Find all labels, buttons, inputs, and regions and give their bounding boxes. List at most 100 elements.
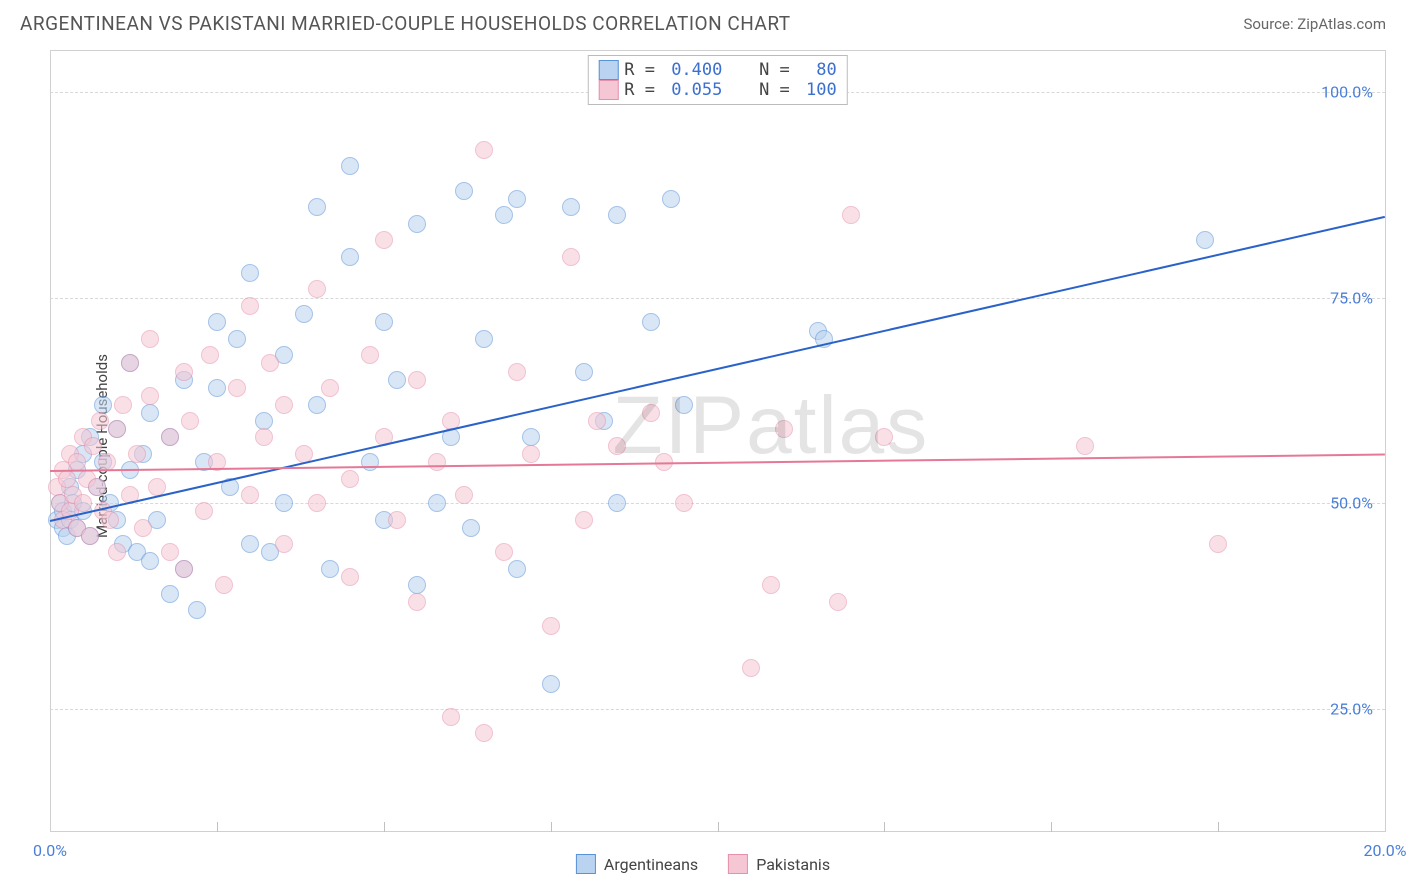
data-point (228, 330, 246, 348)
data-point (1209, 535, 1227, 553)
data-point (408, 371, 426, 389)
data-point (88, 478, 106, 496)
y-tick-label: 75.0% (1330, 288, 1373, 307)
legend-label: Pakistanis (756, 855, 830, 874)
data-point (308, 198, 326, 216)
y-tick-label: 100.0% (1321, 83, 1373, 102)
data-point (141, 552, 159, 570)
chart-source: Source: ZipAtlas.com (1243, 15, 1386, 33)
data-point (642, 404, 660, 422)
data-point (475, 330, 493, 348)
data-point (161, 543, 179, 561)
legend-label: Argentineans (604, 855, 698, 874)
series-legend: Argentineans Pakistanis (576, 854, 830, 874)
data-point (108, 543, 126, 561)
x-tick (551, 822, 552, 832)
y-tick-label: 25.0% (1330, 699, 1373, 718)
data-point (134, 519, 152, 537)
data-point (542, 675, 560, 693)
data-point (361, 346, 379, 364)
data-point (175, 560, 193, 578)
data-point (608, 494, 626, 512)
data-point (161, 428, 179, 446)
data-point (495, 543, 513, 561)
data-point (408, 215, 426, 233)
data-point (588, 412, 606, 430)
data-point (341, 470, 359, 488)
y-tick-label: 50.0% (1330, 494, 1373, 513)
data-point (341, 248, 359, 266)
x-tick (718, 822, 719, 832)
data-point (275, 535, 293, 553)
correlation-legend: R = 0.400 N = 80R = 0.055 N = 100 (587, 55, 848, 105)
data-point (842, 206, 860, 224)
data-point (275, 396, 293, 414)
data-point (742, 659, 760, 677)
data-point (255, 412, 273, 430)
data-point (508, 190, 526, 208)
data-point (308, 396, 326, 414)
trend-line (50, 215, 1385, 521)
x-tick-label: 0.0% (33, 841, 67, 860)
data-point (642, 313, 660, 331)
data-point (241, 297, 259, 315)
data-point (1196, 231, 1214, 249)
data-point (388, 371, 406, 389)
data-point (542, 617, 560, 635)
x-tick (384, 822, 385, 832)
data-point (128, 445, 146, 463)
data-point (341, 157, 359, 175)
data-point (562, 198, 580, 216)
x-tick (884, 822, 885, 832)
data-point (608, 437, 626, 455)
data-point (121, 354, 139, 372)
data-point (275, 494, 293, 512)
data-point (94, 396, 112, 414)
data-point (675, 396, 693, 414)
data-point (68, 453, 86, 471)
x-tick-label: 20.0% (1364, 841, 1406, 860)
trend-line (50, 454, 1385, 472)
data-point (375, 313, 393, 331)
data-point (522, 428, 540, 446)
data-point (875, 428, 893, 446)
data-point (141, 330, 159, 348)
data-point (181, 412, 199, 430)
data-point (308, 494, 326, 512)
data-point (675, 494, 693, 512)
data-point (388, 511, 406, 529)
data-point (241, 535, 259, 553)
data-point (775, 420, 793, 438)
data-point (241, 264, 259, 282)
legend-item: Argentineans (576, 854, 698, 874)
chart-plot-area: 25.0%50.0%75.0%100.0%0.0%20.0% ZIPatlas … (50, 50, 1386, 832)
data-point (341, 568, 359, 586)
data-point (455, 182, 473, 200)
gridline (50, 709, 1385, 710)
x-tick (217, 822, 218, 832)
x-tick (1218, 822, 1219, 832)
data-point (829, 593, 847, 611)
data-point (91, 412, 109, 430)
data-point (662, 190, 680, 208)
data-point (508, 363, 526, 381)
data-point (295, 305, 313, 323)
data-point (84, 437, 102, 455)
data-point (81, 527, 99, 545)
data-point (508, 560, 526, 578)
data-point (108, 420, 126, 438)
chart-title: ARGENTINEAN VS PAKISTANI MARRIED-COUPLE … (20, 12, 791, 35)
legend-swatch (576, 854, 596, 874)
chart-header: ARGENTINEAN VS PAKISTANI MARRIED-COUPLE … (0, 0, 1406, 43)
data-point (141, 387, 159, 405)
data-point (428, 453, 446, 471)
data-point (201, 346, 219, 364)
data-point (575, 511, 593, 529)
plot-surface: 25.0%50.0%75.0%100.0%0.0%20.0% (50, 51, 1385, 832)
data-point (114, 396, 132, 414)
data-point (608, 206, 626, 224)
legend-swatch (598, 60, 618, 80)
legend-row: R = 0.055 N = 100 (598, 80, 837, 100)
data-point (195, 502, 213, 520)
legend-swatch (728, 854, 748, 874)
